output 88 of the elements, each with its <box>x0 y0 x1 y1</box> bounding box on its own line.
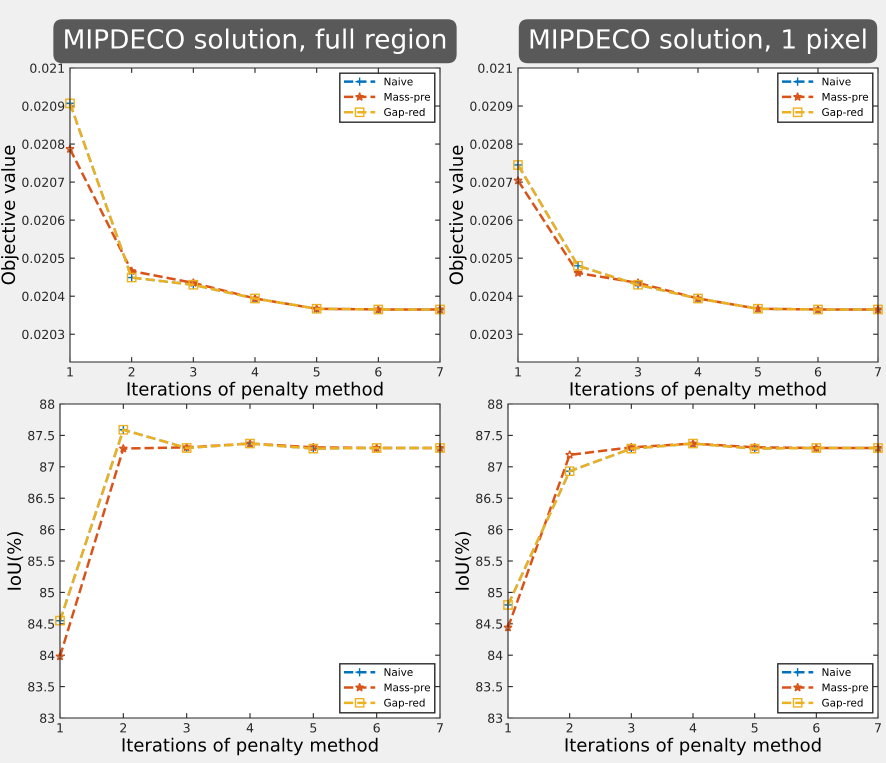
x-axis-title: Iterations of penalty method <box>570 382 826 400</box>
y-tick-label: 86 <box>488 525 502 535</box>
x-tick-label: 2 <box>128 367 134 376</box>
x-tick-label: 7 <box>875 367 881 376</box>
y-tick-label: 84 <box>40 650 54 660</box>
x-tick-label: 1 <box>505 723 511 732</box>
y-tick-label: 86 <box>40 525 54 535</box>
y-tick-label: 0.0209 <box>470 102 512 111</box>
y-tick-label: 87 <box>40 462 54 472</box>
x-tick-label: 6 <box>375 367 382 377</box>
x-tick-label: 3 <box>634 367 641 377</box>
legend-label: Naive <box>384 668 413 676</box>
legend-label: Mass-pre <box>822 92 868 103</box>
legend-label: Naive <box>822 77 851 86</box>
x-tick-label: 1 <box>67 367 73 376</box>
chart-title: MIPDECO solution, 1 pixel <box>530 28 866 54</box>
x-tick-label: 4 <box>246 723 254 732</box>
y-tick-label: 83.5 <box>28 682 54 692</box>
x-tick-label: 6 <box>813 723 820 733</box>
x-tick-label: 3 <box>628 723 634 733</box>
x-tick-label: 2 <box>120 723 126 732</box>
y-axis-title: IoU(%) <box>7 532 24 590</box>
legend-label: Gap-red <box>384 108 425 118</box>
x-tick-label: 4 <box>690 723 696 732</box>
y-tick-label: 0.0205 <box>22 254 64 264</box>
x-tick-label: 4 <box>252 367 258 376</box>
x-tick-label: 6 <box>374 723 380 733</box>
y-tick-label: 0.0206 <box>470 216 512 226</box>
y-tick-label: 0.0204 <box>470 292 512 302</box>
x-tick-label: 4 <box>694 367 702 376</box>
legend-label: Gap-red <box>822 108 863 118</box>
x-tick-label: 7 <box>437 723 443 732</box>
x-axis-title: Iterations of penalty method <box>128 382 382 400</box>
y-tick-label: 0.0203 <box>470 330 512 340</box>
x-tick-label: 2 <box>566 723 572 732</box>
y-tick-label: 84.5 <box>28 619 54 629</box>
y-tick-label: 85.5 <box>476 556 502 566</box>
legend-label: Gap-red <box>384 698 425 709</box>
x-tick-label: 3 <box>184 723 190 733</box>
x-tick-label: 5 <box>310 723 316 733</box>
y-tick-label: 0.0208 <box>470 140 512 149</box>
y-tick-label: 0.0204 <box>22 292 64 302</box>
y-axis-title: IoU(%) <box>455 532 472 590</box>
y-axis-title: Objective value <box>449 146 467 284</box>
y-tick-label: 85 <box>40 588 54 598</box>
y-axis-title: Objective value <box>1 146 19 284</box>
x-tick-label: 5 <box>752 723 758 733</box>
legend-label: Mass-pre <box>384 92 430 103</box>
x-tick-label: 3 <box>190 367 196 377</box>
y-tick-label: 0.0207 <box>22 178 64 188</box>
y-tick-label: 84.5 <box>476 619 502 629</box>
x-tick-label: 1 <box>515 367 521 376</box>
legend-label: Gap-red <box>822 698 863 709</box>
x-axis-title: Iterations of penalty method <box>122 738 378 756</box>
legend-label: Mass-pre <box>384 684 430 694</box>
y-tick-label: 0.0208 <box>22 140 64 149</box>
y-tick-label: 0.0205 <box>470 254 512 264</box>
y-tick-label: 0.0207 <box>470 178 512 188</box>
legend-label: Mass-pre <box>822 684 868 694</box>
y-tick-label: 86.5 <box>476 494 502 504</box>
y-tick-label: 83 <box>488 713 502 723</box>
y-tick-label: 83 <box>40 713 54 723</box>
y-tick-label: 0.0209 <box>22 102 64 111</box>
y-tick-label: 0.0203 <box>22 330 64 340</box>
x-tick-label: 1 <box>57 723 63 732</box>
x-tick-label: 7 <box>437 367 443 376</box>
y-tick-label: 0.021 <box>478 63 512 73</box>
y-tick-label: 88 <box>488 399 502 409</box>
y-tick-label: 83.5 <box>476 682 502 692</box>
x-tick-label: 7 <box>875 723 881 732</box>
y-tick-label: 85.5 <box>28 556 54 566</box>
x-axis-title: Iterations of penalty method <box>566 738 820 756</box>
y-tick-label: 0.021 <box>30 63 64 73</box>
x-tick-label: 2 <box>574 367 581 376</box>
y-tick-label: 87.5 <box>28 430 54 440</box>
chart-title: MIPDECO solution, full region <box>65 28 446 54</box>
y-tick-label: 86.5 <box>28 494 54 504</box>
y-tick-label: 88 <box>40 399 54 409</box>
x-tick-label: 5 <box>314 367 320 377</box>
y-tick-label: 87 <box>488 462 502 472</box>
legend-label: Naive <box>384 77 413 86</box>
y-tick-label: 85 <box>488 588 502 598</box>
x-tick-label: 5 <box>754 367 761 377</box>
legend-label: Naive <box>822 668 851 676</box>
y-tick-label: 87.5 <box>476 430 502 440</box>
y-tick-label: 84 <box>488 650 502 660</box>
y-tick-label: 0.0206 <box>22 216 64 226</box>
x-tick-label: 6 <box>814 367 822 377</box>
